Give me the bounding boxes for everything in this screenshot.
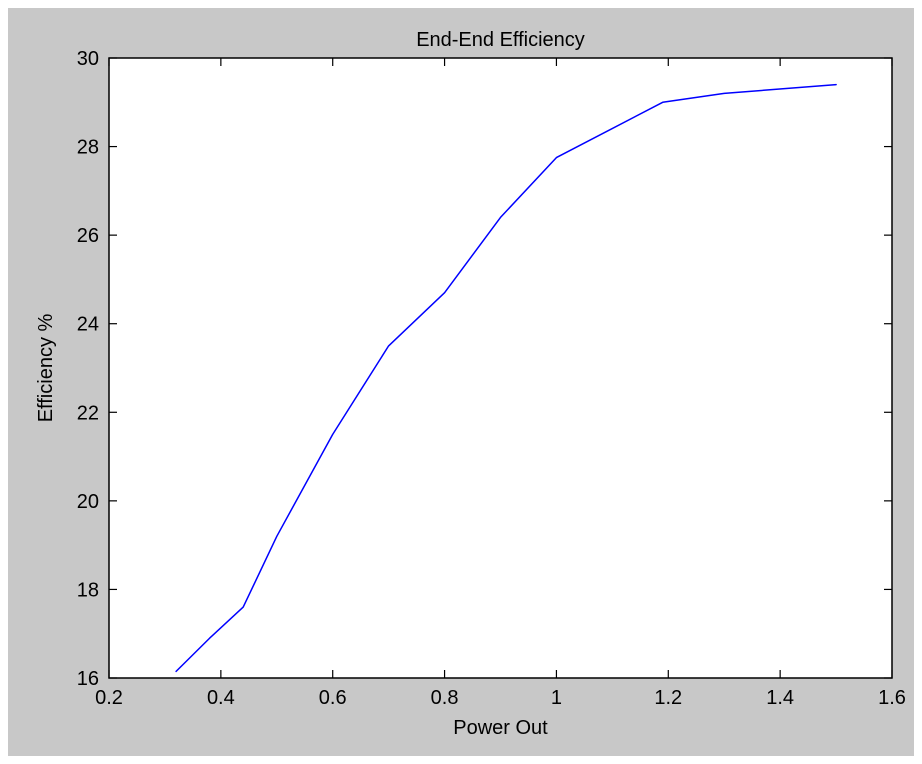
- y-tick-label: 30: [77, 48, 99, 70]
- x-axis-title: Power Out: [453, 717, 548, 739]
- x-tick-label: 0.2: [95, 687, 123, 709]
- x-tick-label: 1.4: [766, 687, 794, 709]
- y-tick-label: 20: [77, 491, 99, 513]
- figure-window: 0.2 0.4 0.6 0.8 1 1.2 1.4 1.6 16 18 20 22 24 26 28 30 E…: [8, 8, 914, 756]
- x-tick-label: 0.6: [319, 687, 347, 709]
- axes-frame: [108, 57, 893, 679]
- y-tick-label: 26: [77, 225, 99, 247]
- line-chart: 0.2 0.4 0.6 0.8 1 1.2 1.4 1.6 16 18 20 22 24 26 28 30 E…: [8, 8, 914, 756]
- x-tick-label: 1.6: [878, 687, 906, 709]
- x-tick-label: 1: [551, 687, 562, 709]
- ticks-layer: 0.2 0.4 0.6 0.8 1 1.2 1.4 1.6 16 18 20 22 24 26 28 30: [77, 48, 906, 709]
- series-layer: [175, 83, 837, 673]
- y-tick-label: 24: [77, 314, 99, 336]
- data-series-line: [175, 83, 837, 673]
- chart-title: End-End Efficiency: [416, 29, 585, 51]
- x-tick-label: 1.2: [654, 687, 682, 709]
- plot-area: [109, 58, 892, 678]
- y-axis-title: Efficiency %: [35, 314, 57, 423]
- y-tick-label: 18: [77, 579, 99, 601]
- x-tick-label: 0.8: [431, 687, 459, 709]
- y-tick-label: 22: [77, 402, 99, 424]
- y-tick-label: 16: [77, 668, 99, 690]
- x-tick-label: 0.4: [207, 687, 235, 709]
- y-tick-label: 28: [77, 137, 99, 159]
